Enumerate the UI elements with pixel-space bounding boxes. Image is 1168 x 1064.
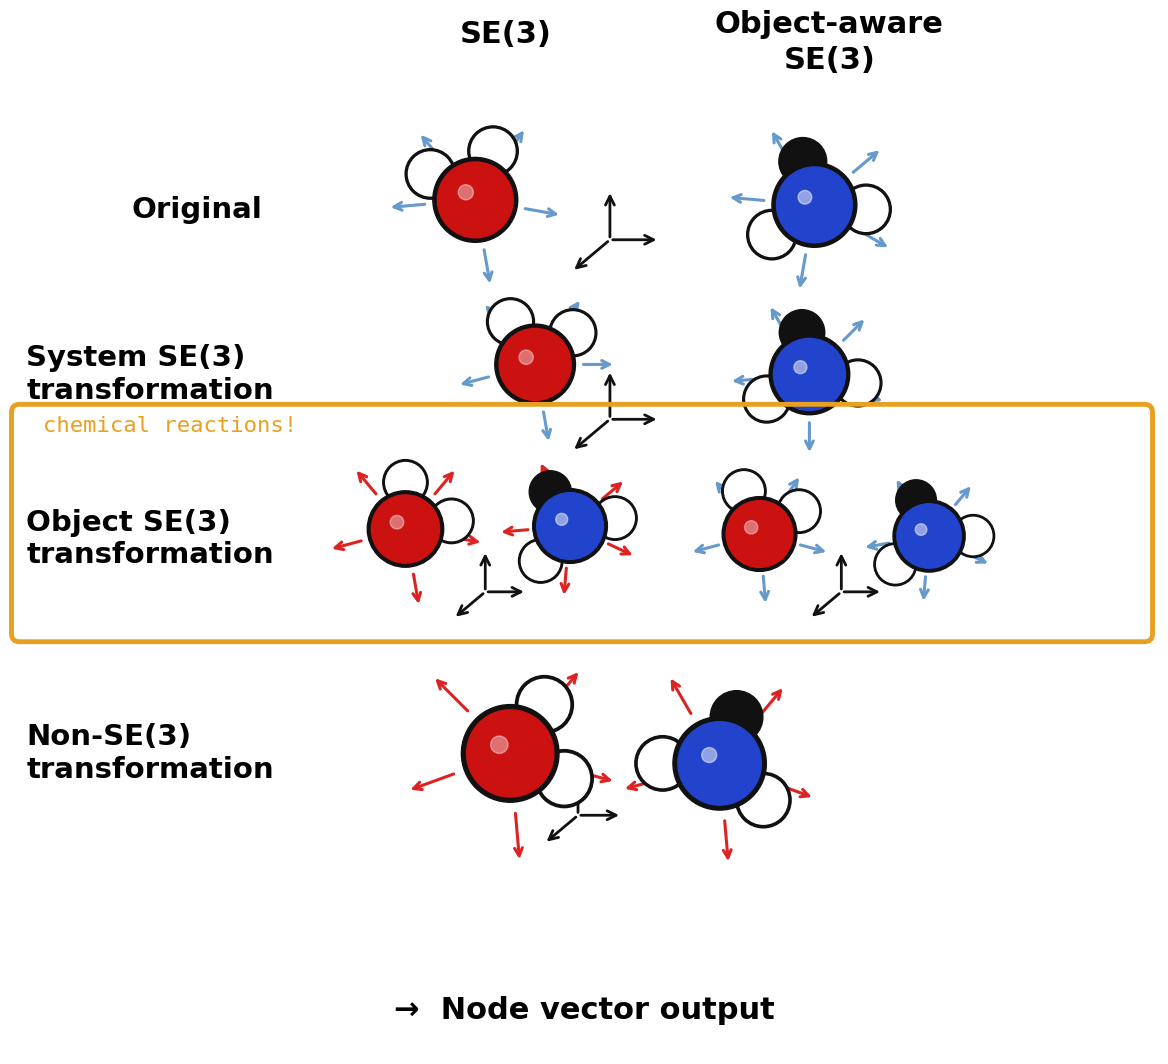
Circle shape [779, 137, 827, 185]
Circle shape [777, 489, 821, 533]
Circle shape [538, 753, 590, 804]
Circle shape [385, 463, 425, 502]
Circle shape [491, 736, 508, 753]
Circle shape [677, 721, 762, 805]
Circle shape [515, 676, 573, 733]
Circle shape [841, 184, 891, 234]
Circle shape [750, 213, 794, 256]
Circle shape [499, 329, 571, 400]
Circle shape [739, 776, 787, 825]
Circle shape [744, 520, 758, 534]
Circle shape [916, 523, 927, 535]
Circle shape [433, 157, 517, 243]
Circle shape [743, 376, 791, 423]
Circle shape [458, 185, 473, 200]
Circle shape [487, 298, 535, 346]
Circle shape [533, 488, 607, 563]
Circle shape [899, 483, 933, 517]
Circle shape [495, 325, 576, 404]
Circle shape [409, 152, 452, 196]
Circle shape [489, 301, 531, 343]
Circle shape [710, 691, 763, 744]
Circle shape [877, 546, 915, 583]
Text: chemical reactions!: chemical reactions! [43, 416, 298, 436]
Circle shape [549, 309, 597, 356]
Circle shape [954, 517, 992, 554]
Circle shape [535, 750, 593, 808]
Circle shape [390, 515, 404, 529]
Circle shape [834, 359, 882, 406]
Circle shape [521, 542, 559, 580]
Circle shape [552, 312, 593, 353]
Circle shape [783, 142, 822, 182]
Circle shape [702, 748, 717, 763]
Circle shape [772, 163, 857, 247]
Circle shape [383, 460, 429, 505]
Circle shape [896, 480, 937, 520]
Circle shape [556, 513, 568, 526]
Circle shape [635, 735, 690, 792]
Circle shape [673, 717, 766, 810]
Circle shape [715, 695, 758, 738]
Circle shape [593, 496, 638, 541]
Circle shape [367, 491, 444, 567]
Circle shape [874, 543, 917, 586]
Circle shape [894, 500, 965, 572]
Text: Object-aware
SE(3): Object-aware SE(3) [715, 11, 944, 76]
Circle shape [536, 493, 604, 560]
Circle shape [798, 190, 812, 204]
Circle shape [529, 470, 571, 513]
Text: Non-SE(3)
transformation: Non-SE(3) transformation [27, 724, 274, 783]
Circle shape [437, 162, 513, 237]
Circle shape [519, 679, 570, 730]
Circle shape [596, 499, 634, 537]
Text: SE(3): SE(3) [459, 20, 551, 49]
Circle shape [405, 149, 456, 199]
Circle shape [722, 469, 766, 513]
Circle shape [722, 497, 797, 571]
Circle shape [724, 471, 763, 511]
Circle shape [746, 378, 787, 420]
Circle shape [371, 495, 439, 563]
Circle shape [780, 492, 819, 531]
Circle shape [794, 361, 807, 373]
Text: →  Node vector output: → Node vector output [394, 996, 774, 1026]
Text: Object SE(3)
transformation: Object SE(3) transformation [27, 509, 274, 569]
Circle shape [773, 338, 846, 411]
Circle shape [429, 498, 474, 544]
Circle shape [736, 772, 791, 828]
Circle shape [844, 187, 888, 231]
Text: Original: Original [131, 196, 262, 223]
Circle shape [639, 739, 687, 787]
Circle shape [533, 475, 568, 510]
Circle shape [779, 310, 825, 355]
Circle shape [726, 501, 793, 567]
Circle shape [432, 501, 471, 541]
Circle shape [769, 334, 850, 415]
Circle shape [777, 167, 853, 243]
Text: System SE(3)
transformation: System SE(3) transformation [27, 345, 274, 404]
Circle shape [471, 129, 515, 173]
Circle shape [837, 362, 878, 404]
Circle shape [783, 314, 821, 351]
Circle shape [519, 538, 563, 583]
Circle shape [461, 704, 559, 802]
Circle shape [746, 210, 797, 260]
Circle shape [468, 126, 519, 177]
Circle shape [897, 503, 961, 568]
Circle shape [466, 710, 554, 797]
Circle shape [519, 350, 534, 365]
Circle shape [952, 515, 995, 558]
